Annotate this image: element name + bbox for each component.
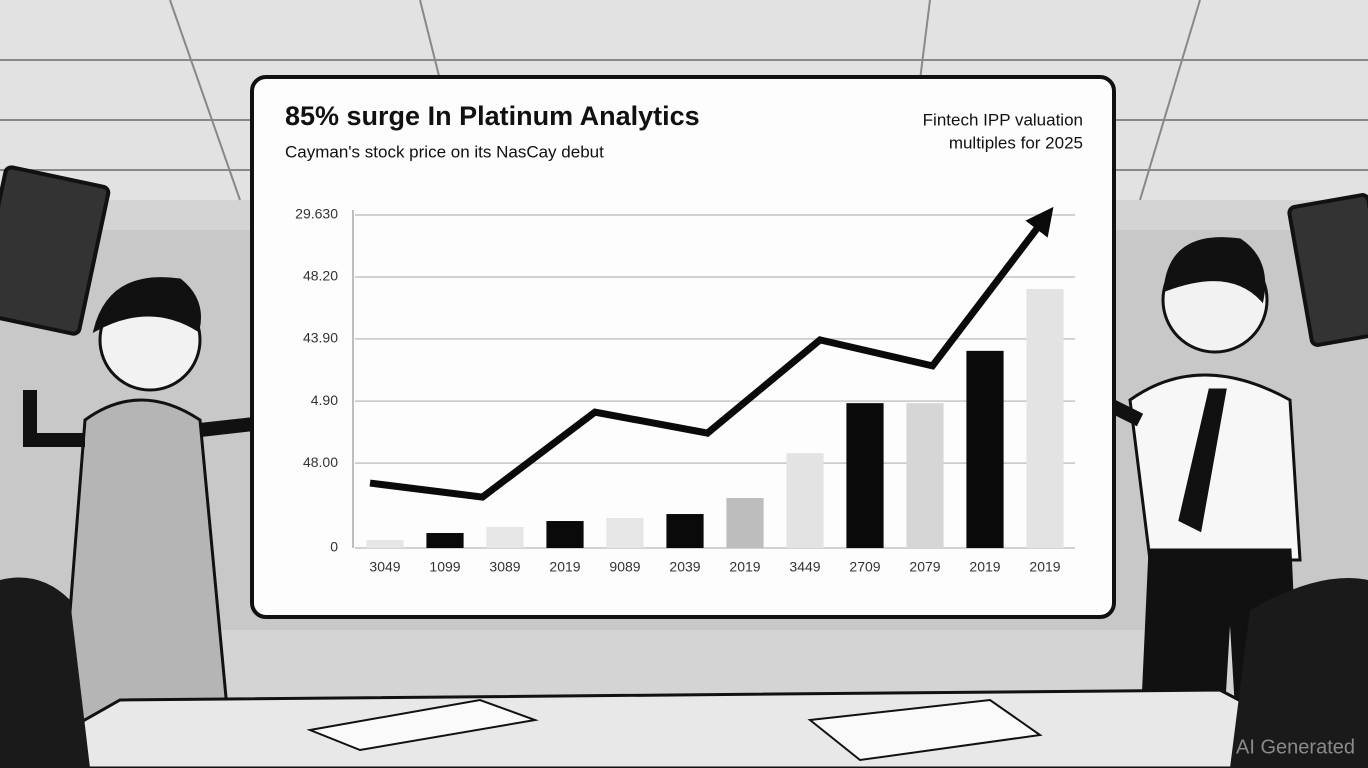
x-tick-label: 2039 — [669, 559, 700, 575]
paper — [807, 698, 1043, 762]
y-tick-label: 48.20 — [303, 268, 338, 284]
x-tick-label: 1099 — [429, 559, 460, 575]
watermark: AI Generated — [1236, 736, 1355, 758]
bar — [726, 498, 764, 548]
x-tick-label: 2019 — [1029, 559, 1060, 575]
bar — [906, 403, 944, 548]
bar — [426, 533, 464, 548]
y-tick-label: 0 — [330, 539, 338, 555]
x-tick-label: 3449 — [789, 559, 820, 575]
bar — [1026, 288, 1064, 548]
chart-title: 85% surge In Platinum Analytics — [285, 101, 700, 131]
chart-board — [250, 75, 1116, 619]
bar — [786, 453, 824, 548]
chair — [0, 577, 90, 768]
x-tick-label: 9089 — [609, 559, 640, 575]
y-tick-label: 4.90 — [311, 392, 338, 408]
bar — [966, 350, 1004, 548]
bar — [606, 518, 644, 548]
y-tick-label: 43.90 — [303, 330, 338, 346]
x-tick-label: 3089 — [489, 559, 520, 575]
chart-subtitle: Cayman's stock price on its NasCay debut — [285, 142, 604, 161]
x-tick-label: 2079 — [909, 559, 940, 575]
x-tick-label: 2019 — [969, 559, 1000, 575]
bar — [546, 521, 584, 548]
chart-note: Fintech IPP valuation — [923, 110, 1083, 129]
chair — [1230, 578, 1368, 768]
paper — [306, 698, 539, 752]
chart-note: multiples for 2025 — [949, 133, 1083, 152]
bar — [666, 514, 704, 548]
bar — [366, 540, 404, 548]
x-tick-label: 2709 — [849, 559, 880, 575]
monitor-right — [1287, 193, 1368, 347]
x-tick-label: 3049 — [369, 559, 400, 575]
bar — [486, 527, 524, 548]
y-tick-label: 48.00 — [303, 454, 338, 470]
trend-line — [369, 206, 1054, 501]
bar — [846, 403, 884, 548]
x-tick-label: 2019 — [549, 559, 580, 575]
x-tick-label: 2019 — [729, 559, 760, 575]
monitor-left — [0, 165, 111, 336]
table — [0, 688, 1368, 768]
person-right — [1083, 237, 1302, 768]
y-tick-label: 29.630 — [295, 206, 338, 222]
